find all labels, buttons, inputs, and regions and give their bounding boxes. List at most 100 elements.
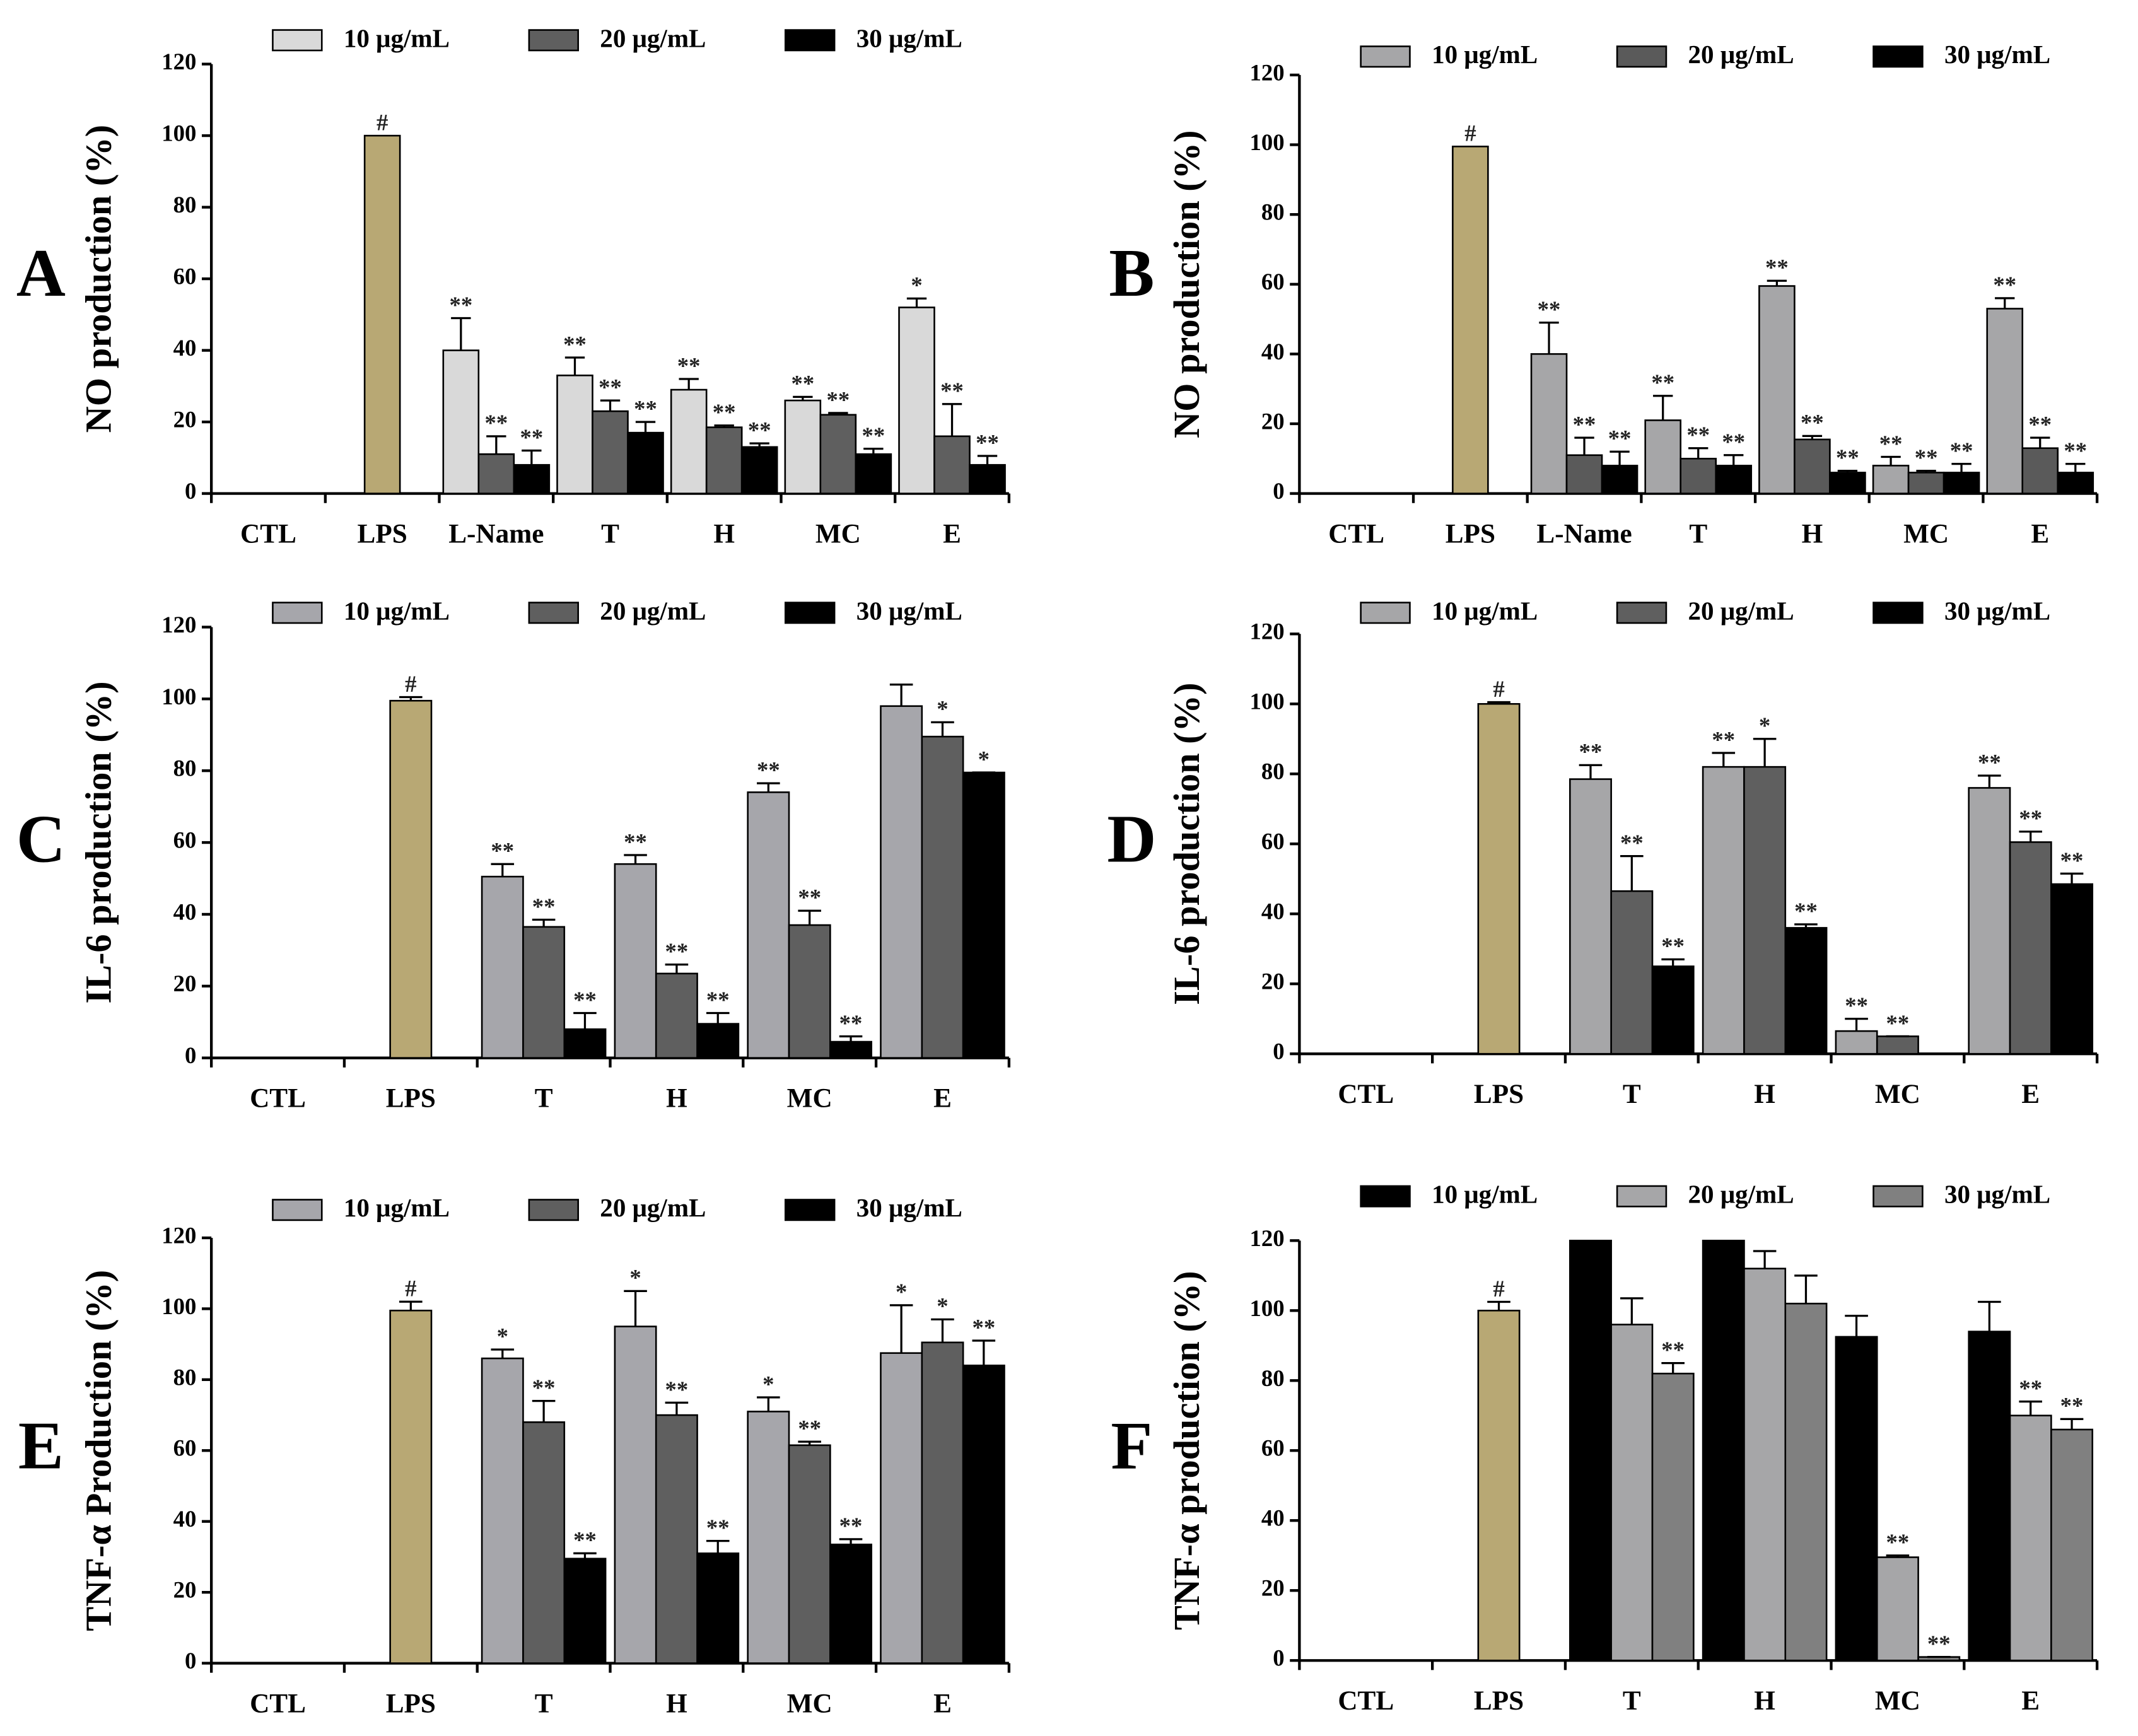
error-bar — [532, 918, 556, 927]
bar — [1715, 465, 1753, 494]
significance-label: ** — [706, 987, 730, 1013]
x-tick-label: H — [1754, 1079, 1775, 1109]
x-tick-label: CTL — [250, 1688, 306, 1718]
significance-label: ** — [1661, 933, 1685, 959]
legend-label: 30 μg/mL — [1944, 596, 2050, 625]
error-bar — [522, 449, 542, 465]
y-tick-label: 40 — [173, 1506, 197, 1532]
significance-label: ** — [1573, 411, 1596, 437]
bar — [513, 463, 551, 494]
bar — [614, 1325, 657, 1664]
x-tick-label: LPS — [1446, 518, 1495, 549]
significance-label: * — [937, 1293, 948, 1319]
error-bar — [942, 403, 962, 436]
error-bar — [1688, 447, 1709, 459]
bar — [740, 446, 778, 494]
x-tick-label: CTL — [1338, 1686, 1394, 1716]
error-bar — [798, 909, 821, 926]
bar — [1569, 778, 1612, 1055]
error-bar — [828, 412, 848, 415]
x-tick-label: MC — [787, 1083, 832, 1113]
error-bar — [624, 1290, 647, 1327]
error-bar — [451, 317, 471, 351]
error-bar — [1995, 297, 2015, 309]
significance-label: ** — [1886, 1010, 1910, 1036]
error-bar — [573, 1011, 597, 1030]
error-bar — [1845, 1018, 1868, 1032]
x-tick-label: CTL — [240, 518, 296, 549]
y-tick-label: 60 — [173, 827, 197, 853]
error-bar — [1579, 764, 1603, 779]
error-bar — [399, 1300, 423, 1311]
significance-label: ** — [2019, 1375, 2042, 1401]
error-bar — [1881, 455, 1901, 466]
error-bar — [972, 1339, 996, 1366]
bar — [522, 926, 566, 1059]
error-bar — [600, 399, 621, 412]
bar — [1601, 465, 1639, 494]
legend-label: 20 μg/mL — [600, 1193, 706, 1222]
error-bar — [491, 863, 515, 877]
significance-label: ** — [1765, 255, 1789, 281]
bar — [880, 705, 923, 1059]
error-bar — [2030, 436, 2050, 448]
bar — [1758, 285, 1796, 494]
y-axis-label: IL-6 production (%) — [1166, 683, 1207, 1005]
bar — [563, 1028, 607, 1059]
x-tick-label: T — [1623, 1686, 1641, 1716]
significance-label: # — [1464, 120, 1476, 146]
error-bar — [1539, 321, 1559, 354]
legend-swatch — [272, 29, 323, 52]
y-tick-label: 60 — [1261, 269, 1285, 294]
significance-label: ** — [1620, 830, 1644, 856]
significance-label: ** — [677, 352, 701, 378]
error-bar — [2019, 1400, 2042, 1416]
y-tick-label: 40 — [1261, 1505, 1285, 1531]
y-tick-label: 20 — [173, 1577, 197, 1603]
error-bar — [706, 1540, 730, 1554]
significance-label: ** — [484, 410, 508, 436]
significance-label: ** — [798, 1416, 821, 1442]
error-bar — [714, 424, 734, 428]
bar — [819, 414, 857, 494]
y-tick-label: 60 — [1261, 829, 1285, 854]
significance-label: ** — [748, 417, 771, 443]
bar — [481, 1357, 524, 1664]
y-axis-label: TNF-α Production (%) — [78, 1270, 119, 1631]
bar — [696, 1023, 740, 1059]
significance-label: ** — [1879, 431, 1903, 457]
x-tick-label: H — [713, 518, 735, 549]
error-bar — [573, 1552, 597, 1559]
bar — [655, 972, 698, 1059]
bar — [2057, 472, 2094, 494]
error-bar — [1609, 450, 1630, 466]
x-tick-label: LPS — [386, 1083, 436, 1113]
bar — [1702, 766, 1745, 1055]
significance-label: ** — [1978, 749, 2001, 775]
error-bar — [1794, 1274, 1818, 1304]
y-tick-label: 40 — [1261, 339, 1285, 364]
significance-label: ** — [798, 885, 821, 911]
bar — [481, 875, 524, 1059]
significance-label: * — [937, 696, 948, 722]
legend-label: 20 μg/mL — [1688, 40, 1794, 69]
error-bar — [977, 455, 998, 465]
y-axis-label: TNF-α production (%) — [1166, 1271, 1207, 1630]
x-tick-label: L-Name — [1536, 518, 1632, 549]
significance-label: ** — [665, 1377, 689, 1402]
bar — [1968, 787, 2011, 1055]
bar — [1743, 1267, 1787, 1662]
bar — [1610, 1324, 1654, 1662]
legend-swatch — [528, 29, 580, 52]
error-bar — [1620, 855, 1644, 892]
legend-swatch — [1616, 602, 1668, 624]
panel-letter: C — [16, 801, 66, 877]
x-tick-label: MC — [787, 1688, 832, 1718]
bar — [747, 791, 790, 1059]
x-tick-label: LPS — [1474, 1686, 1524, 1716]
bar — [921, 735, 964, 1059]
legend-label: 30 μg/mL — [856, 23, 962, 52]
error-bar — [491, 1348, 515, 1359]
y-tick-label: 40 — [173, 899, 197, 924]
significance-label: ** — [1579, 739, 1603, 765]
